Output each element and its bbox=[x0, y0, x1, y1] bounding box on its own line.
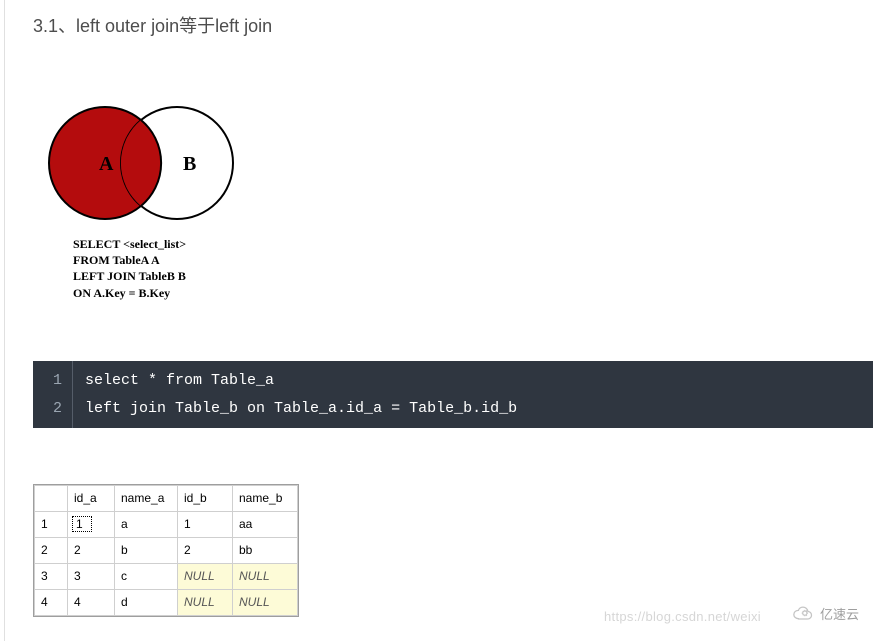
caption-line: SELECT <select_list> bbox=[73, 236, 873, 252]
cell: bb bbox=[233, 538, 298, 564]
cell: 3 bbox=[68, 564, 115, 590]
table-row: 4 4 d NULL NULL bbox=[35, 590, 298, 616]
code-line: select * from Table_a bbox=[85, 367, 865, 395]
table-row: 2 2 b 2 bb bbox=[35, 538, 298, 564]
cell: 1 bbox=[68, 512, 115, 538]
col-header: id_a bbox=[68, 486, 115, 512]
code-area: select * from Table_a left join Table_b … bbox=[73, 361, 873, 429]
cell: 2 bbox=[68, 538, 115, 564]
watermark-text: 亿速云 bbox=[820, 604, 859, 623]
venn-caption: SELECT <select_list> FROM TableA A LEFT … bbox=[73, 236, 873, 301]
cell: c bbox=[115, 564, 178, 590]
cell: 2 bbox=[178, 538, 233, 564]
cloud-icon bbox=[792, 605, 814, 623]
row-number: 4 bbox=[35, 590, 68, 616]
watermark-logo: 亿速云 bbox=[792, 604, 859, 623]
row-number: 2 bbox=[35, 538, 68, 564]
row-number: 3 bbox=[35, 564, 68, 590]
caption-line: ON A.Key = B.Key bbox=[73, 285, 873, 301]
venn-a-label: A bbox=[99, 153, 114, 175]
result-table: id_a name_a id_b name_b 1 1 a 1 aa 2 2 b bbox=[33, 484, 299, 617]
col-header: name_a bbox=[115, 486, 178, 512]
cell-null: NULL bbox=[178, 590, 233, 616]
sql-code-block: 1 2 select * from Table_a left join Tabl… bbox=[33, 361, 873, 429]
col-header: name_b bbox=[233, 486, 298, 512]
table-row: 1 1 a 1 aa bbox=[35, 512, 298, 538]
cell: b bbox=[115, 538, 178, 564]
cell: d bbox=[115, 590, 178, 616]
cell-null: NULL bbox=[233, 590, 298, 616]
cell: 1 bbox=[178, 512, 233, 538]
cell: a bbox=[115, 512, 178, 538]
row-number: 1 bbox=[35, 512, 68, 538]
table-header-row: id_a name_a id_b name_b bbox=[35, 486, 298, 512]
code-line: left join Table_b on Table_a.id_a = Tabl… bbox=[85, 395, 865, 423]
venn-diagram: A B SELECT <select_list> FROM TableA A L… bbox=[33, 98, 873, 301]
venn-b-label: B bbox=[183, 153, 196, 175]
cell-null: NULL bbox=[178, 564, 233, 590]
cell: aa bbox=[233, 512, 298, 538]
cell: 4 bbox=[68, 590, 115, 616]
col-header: id_b bbox=[178, 486, 233, 512]
code-gutter: 1 2 bbox=[33, 361, 73, 429]
caption-line: LEFT JOIN TableB B bbox=[73, 268, 873, 284]
caption-line: FROM TableA A bbox=[73, 252, 873, 268]
section-heading: 3.1、left outer join等于left join bbox=[5, 0, 873, 38]
corner-cell bbox=[35, 486, 68, 512]
cell-null: NULL bbox=[233, 564, 298, 590]
table-row: 3 3 c NULL NULL bbox=[35, 564, 298, 590]
watermark-url: https://blog.csdn.net/weixi bbox=[604, 609, 761, 624]
